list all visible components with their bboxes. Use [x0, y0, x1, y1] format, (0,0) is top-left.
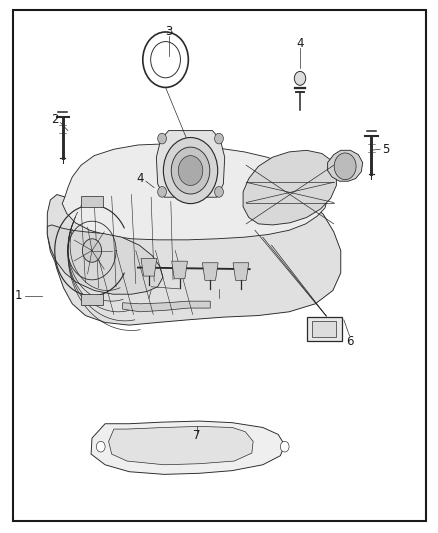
- Text: 7: 7: [193, 430, 201, 442]
- Text: 4: 4: [296, 37, 304, 50]
- Circle shape: [96, 441, 105, 452]
- Polygon shape: [47, 192, 341, 325]
- Circle shape: [294, 71, 306, 85]
- Circle shape: [280, 441, 289, 452]
- Circle shape: [163, 138, 218, 204]
- Polygon shape: [81, 196, 103, 207]
- Polygon shape: [156, 131, 225, 197]
- Text: 2: 2: [51, 114, 59, 126]
- Polygon shape: [47, 225, 163, 294]
- Bar: [312, 321, 336, 337]
- Text: 6: 6: [346, 335, 353, 348]
- Polygon shape: [62, 144, 328, 240]
- Polygon shape: [91, 421, 285, 474]
- Circle shape: [334, 153, 356, 180]
- Circle shape: [158, 187, 166, 197]
- Circle shape: [171, 147, 210, 194]
- Text: 4: 4: [136, 172, 144, 185]
- Polygon shape: [123, 301, 210, 312]
- Polygon shape: [109, 426, 253, 465]
- Polygon shape: [141, 259, 157, 276]
- Circle shape: [158, 133, 166, 144]
- Circle shape: [215, 187, 223, 197]
- Circle shape: [215, 133, 223, 144]
- Circle shape: [143, 32, 188, 87]
- Polygon shape: [243, 150, 336, 225]
- Bar: [307, 317, 342, 341]
- Polygon shape: [202, 263, 218, 280]
- Text: 5: 5: [382, 143, 389, 156]
- Circle shape: [178, 156, 203, 185]
- Polygon shape: [81, 294, 103, 305]
- Polygon shape: [328, 150, 363, 181]
- Circle shape: [151, 42, 180, 78]
- Polygon shape: [172, 261, 187, 279]
- Circle shape: [82, 239, 102, 262]
- Polygon shape: [233, 263, 249, 280]
- Text: 3: 3: [165, 26, 172, 38]
- Text: 1: 1: [14, 289, 22, 302]
